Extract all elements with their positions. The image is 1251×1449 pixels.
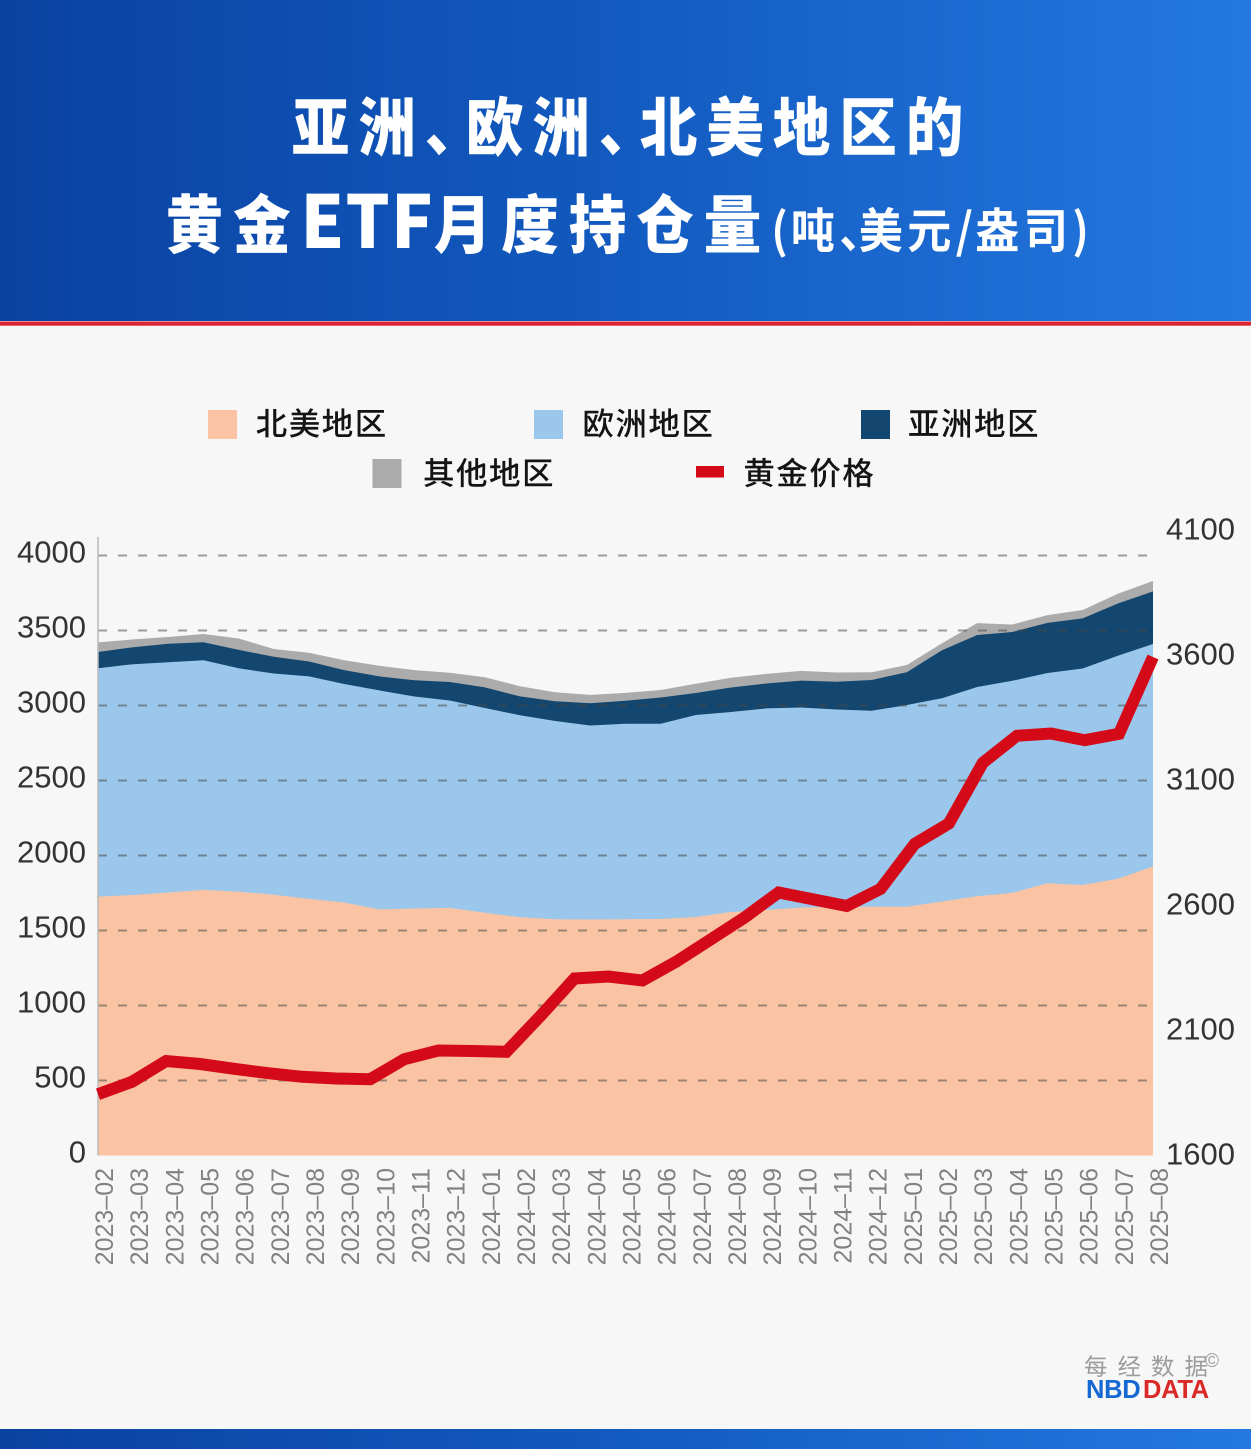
svg-text:1000: 1000: [17, 985, 86, 1020]
svg-text:2025–07: 2025–07: [1111, 1168, 1139, 1265]
svg-text:4000: 4000: [17, 535, 86, 570]
svg-text:1500: 1500: [17, 910, 86, 945]
svg-text:2024–01: 2024–01: [478, 1168, 506, 1265]
svg-text:2024–12: 2024–12: [865, 1168, 893, 1265]
svg-text:2025–02: 2025–02: [935, 1168, 963, 1265]
svg-text:2024–11: 2024–11: [830, 1168, 858, 1263]
svg-text:2025–04: 2025–04: [1005, 1168, 1033, 1265]
svg-text:4100: 4100: [1166, 512, 1235, 547]
svg-text:2023–11: 2023–11: [408, 1168, 436, 1263]
svg-text:3100: 3100: [1166, 762, 1235, 797]
svg-text:2023–06: 2023–06: [232, 1168, 260, 1265]
svg-text:2024–05: 2024–05: [619, 1168, 647, 1265]
svg-text:2500: 2500: [17, 760, 86, 795]
svg-text:3600: 3600: [1166, 637, 1235, 672]
svg-text:2025–08: 2025–08: [1146, 1168, 1174, 1265]
svg-text:2024–03: 2024–03: [548, 1168, 576, 1265]
svg-text:2023–02: 2023–02: [91, 1168, 119, 1265]
svg-text:NBD: NBD: [1086, 1376, 1140, 1404]
svg-text:2000: 2000: [17, 835, 86, 870]
svg-text:0: 0: [69, 1135, 86, 1170]
svg-text:2023–08: 2023–08: [302, 1168, 330, 1265]
svg-text:2024–07: 2024–07: [689, 1168, 717, 1265]
svg-text:3000: 3000: [17, 685, 86, 720]
svg-text:2025–06: 2025–06: [1076, 1168, 1104, 1265]
svg-text:2600: 2600: [1166, 887, 1235, 922]
svg-text:500: 500: [34, 1060, 86, 1095]
svg-text:2023–03: 2023–03: [126, 1168, 154, 1265]
svg-text:2025–01: 2025–01: [900, 1168, 928, 1265]
svg-text:3500: 3500: [17, 610, 86, 645]
svg-text:2024–02: 2024–02: [513, 1168, 541, 1265]
svg-text:2100: 2100: [1166, 1012, 1235, 1047]
svg-text:2025–05: 2025–05: [1041, 1168, 1069, 1265]
svg-text:2024–09: 2024–09: [759, 1168, 787, 1265]
svg-text:©: ©: [1205, 1351, 1219, 1372]
svg-text:2023–07: 2023–07: [267, 1168, 295, 1265]
svg-text:1600: 1600: [1166, 1137, 1235, 1172]
svg-text:DATA: DATA: [1143, 1376, 1209, 1404]
svg-text:2023–12: 2023–12: [443, 1168, 471, 1265]
svg-text:2023–05: 2023–05: [197, 1168, 225, 1265]
svg-text:2023–09: 2023–09: [337, 1168, 365, 1265]
svg-text:2023–10: 2023–10: [372, 1168, 400, 1265]
svg-text:2024–06: 2024–06: [654, 1168, 682, 1265]
svg-text:2024–08: 2024–08: [724, 1168, 752, 1265]
svg-text:2024–10: 2024–10: [794, 1168, 822, 1265]
svg-text:2023–04: 2023–04: [161, 1168, 189, 1265]
svg-text:2024–04: 2024–04: [583, 1168, 611, 1265]
svg-text:2025–03: 2025–03: [970, 1168, 998, 1265]
